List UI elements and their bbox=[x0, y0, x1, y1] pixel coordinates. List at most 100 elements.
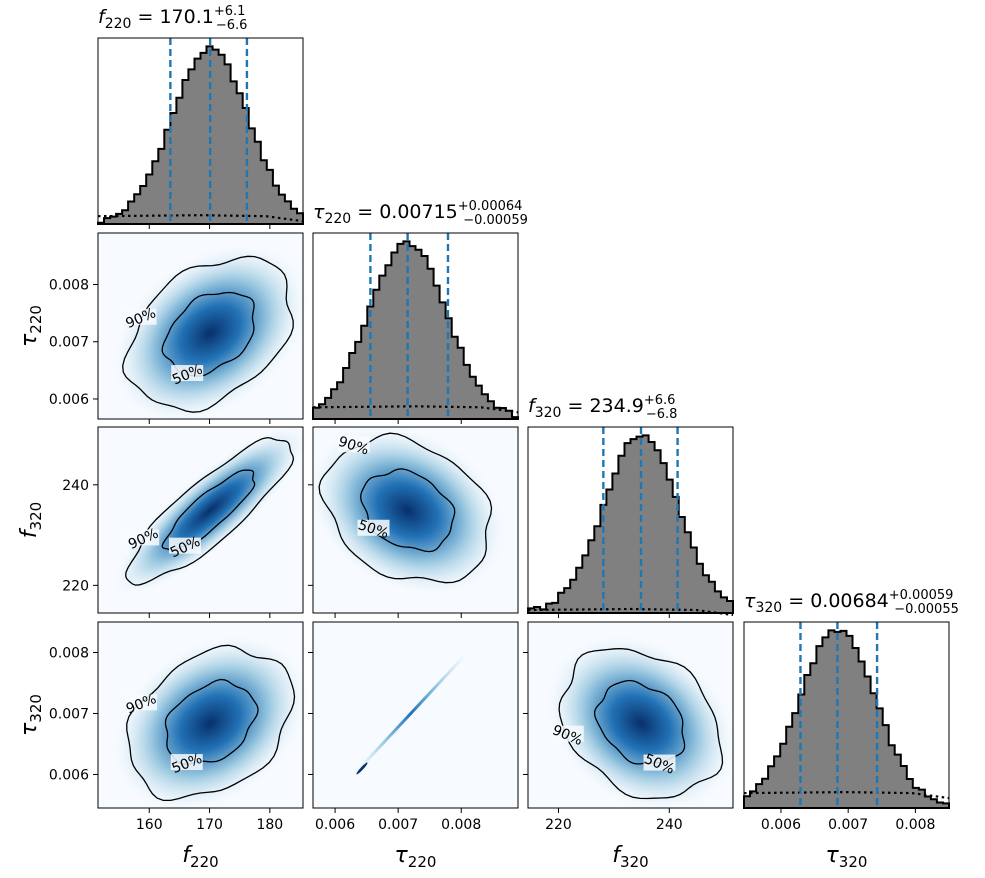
title-lower-error: −0.00059 bbox=[463, 213, 528, 228]
title-equals: = bbox=[561, 395, 589, 417]
title-subscript: 320 bbox=[535, 405, 562, 421]
x-tick-label: 0.008 bbox=[441, 817, 481, 833]
title-upper-error: +6.1 bbox=[214, 4, 246, 19]
contour-label-backdrop bbox=[170, 754, 203, 771]
axis-label-subscript: 320 bbox=[839, 853, 868, 871]
title-subscript: 220 bbox=[324, 211, 351, 227]
x-tick-label: 220 bbox=[545, 817, 572, 833]
axis-label-subscript: 320 bbox=[27, 502, 45, 531]
density-fill bbox=[110, 241, 310, 425]
contour-label-backdrop bbox=[357, 519, 390, 536]
panel-title-tau320: τ320 = 0.00684+0.00059 −0.00055 bbox=[744, 588, 959, 617]
contour-50 bbox=[360, 468, 456, 553]
contour-90 bbox=[126, 644, 296, 802]
title-upper-error: +0.00064 bbox=[458, 199, 523, 214]
density-background bbox=[313, 622, 518, 808]
density-fill bbox=[110, 422, 310, 598]
panel-frame bbox=[312, 426, 519, 614]
prior-line bbox=[312, 405, 519, 414]
panel-title-f320: f320 = 234.9+6.6 −6.8 bbox=[528, 393, 677, 422]
axis-label-symbol: τ bbox=[17, 722, 42, 736]
prior-line bbox=[743, 790, 950, 800]
contour-label-backdrop bbox=[551, 725, 584, 742]
histogram-bars bbox=[743, 629, 950, 809]
histogram-panel-f320: f320 = 234.9+6.6 −6.8 bbox=[527, 393, 734, 618]
y-tick-label: 240 bbox=[62, 478, 89, 494]
x-tick-label: 0.007 bbox=[378, 817, 418, 833]
title-equals: = bbox=[782, 590, 810, 612]
histogram-panel-f220: f220 = 170.1+6.1 −6.6 bbox=[97, 4, 304, 229]
y-tick-label: 0.006 bbox=[49, 767, 89, 783]
panel-frame bbox=[743, 621, 950, 809]
axis-label-f320: f320 bbox=[17, 502, 45, 538]
histogram-bars bbox=[97, 45, 304, 225]
title-value: 0.00715 bbox=[379, 201, 458, 223]
density-streak bbox=[352, 651, 469, 776]
panel-frame bbox=[97, 621, 304, 809]
title-symbol: f bbox=[98, 6, 108, 28]
contour-90 bbox=[318, 432, 493, 584]
x-tick-label: 180 bbox=[256, 817, 283, 833]
density-panel-tau320-vs-tau220: 0.006 0.007 0.008 bbox=[308, 621, 519, 833]
axis-label-subscript: 220 bbox=[190, 853, 219, 871]
x-tick-label: 170 bbox=[196, 817, 223, 833]
y-tick-label: 0.008 bbox=[49, 278, 89, 294]
density-fill bbox=[110, 632, 310, 814]
axis-label-tau220: τ220 bbox=[395, 843, 437, 871]
axis-label-tau320: τ320 bbox=[17, 694, 45, 736]
contour-label-backdrop bbox=[127, 529, 160, 546]
axis-label-symbol: τ bbox=[17, 333, 42, 347]
contour-label-backdrop bbox=[643, 754, 676, 771]
axis-label-subscript: 320 bbox=[620, 853, 649, 871]
contour-label-backdrop bbox=[171, 365, 204, 382]
y-tick-label: 0.007 bbox=[49, 706, 89, 722]
panel-frame bbox=[97, 37, 304, 225]
axis-label-f220: f220 bbox=[182, 843, 218, 871]
y-tick-label: 0.007 bbox=[49, 335, 89, 351]
axis-label-tau220: τ220 bbox=[17, 305, 45, 347]
axis-label-subscript: 220 bbox=[27, 305, 45, 334]
axis-label-f320: f320 bbox=[612, 843, 648, 871]
title-upper-error: +0.00059 bbox=[889, 588, 954, 603]
contour-90 bbox=[558, 647, 724, 800]
density-panel-tau320-vs-f320: 50%90%220 240 bbox=[523, 621, 738, 833]
panel-title-f220: f220 = 170.1+6.1 −6.6 bbox=[98, 4, 247, 33]
panel-frame bbox=[527, 426, 734, 614]
contour-90 bbox=[125, 436, 295, 586]
panel-title-tau220: τ220 = 0.00715+0.00064 −0.00059 bbox=[313, 199, 528, 228]
histogram-bars bbox=[312, 240, 519, 420]
contour-label-backdrop bbox=[124, 308, 157, 325]
title-lower-error: −6.8 bbox=[646, 407, 678, 422]
contour-label-backdrop bbox=[337, 436, 370, 453]
panel-frame bbox=[312, 621, 519, 809]
density-panel-f320-vs-tau220: 50%90% bbox=[306, 422, 519, 618]
axis-label-symbol: f bbox=[612, 843, 623, 868]
axis-label-symbol: τ bbox=[395, 843, 409, 868]
y-tick-label: 0.006 bbox=[49, 392, 89, 408]
x-tick-label: 0.008 bbox=[895, 817, 935, 833]
x-tick-label: 0.007 bbox=[828, 817, 868, 833]
axis-label-symbol: τ bbox=[826, 843, 840, 868]
axis-label-subscript: 320 bbox=[27, 694, 45, 723]
title-value: 234.9 bbox=[589, 395, 643, 417]
y-tick-label: 0.008 bbox=[49, 645, 89, 661]
title-symbol: f bbox=[528, 395, 538, 417]
x-tick-label: 160 bbox=[136, 817, 163, 833]
contour-90 bbox=[122, 255, 294, 413]
histogram-panel-tau220: τ220 = 0.00715+0.00064 −0.00059 bbox=[312, 199, 528, 424]
x-tick-label: 0.006 bbox=[315, 817, 355, 833]
prior-line bbox=[97, 214, 304, 223]
axis-label-subscript: 220 bbox=[408, 853, 437, 871]
axis-label-tau320: τ320 bbox=[826, 843, 868, 871]
title-lower-error: −6.6 bbox=[216, 18, 248, 33]
x-tick-label: 0.006 bbox=[761, 817, 801, 833]
histogram-bars bbox=[527, 434, 734, 614]
title-upper-error: +6.6 bbox=[644, 393, 676, 408]
title-equals: = bbox=[351, 201, 379, 223]
axis-label-symbol: f bbox=[17, 527, 42, 538]
y-tick-label: 220 bbox=[62, 578, 89, 594]
histogram-panel-tau320: τ320 = 0.00684+0.00059 −0.00055 0.006 0.007… bbox=[743, 588, 959, 833]
